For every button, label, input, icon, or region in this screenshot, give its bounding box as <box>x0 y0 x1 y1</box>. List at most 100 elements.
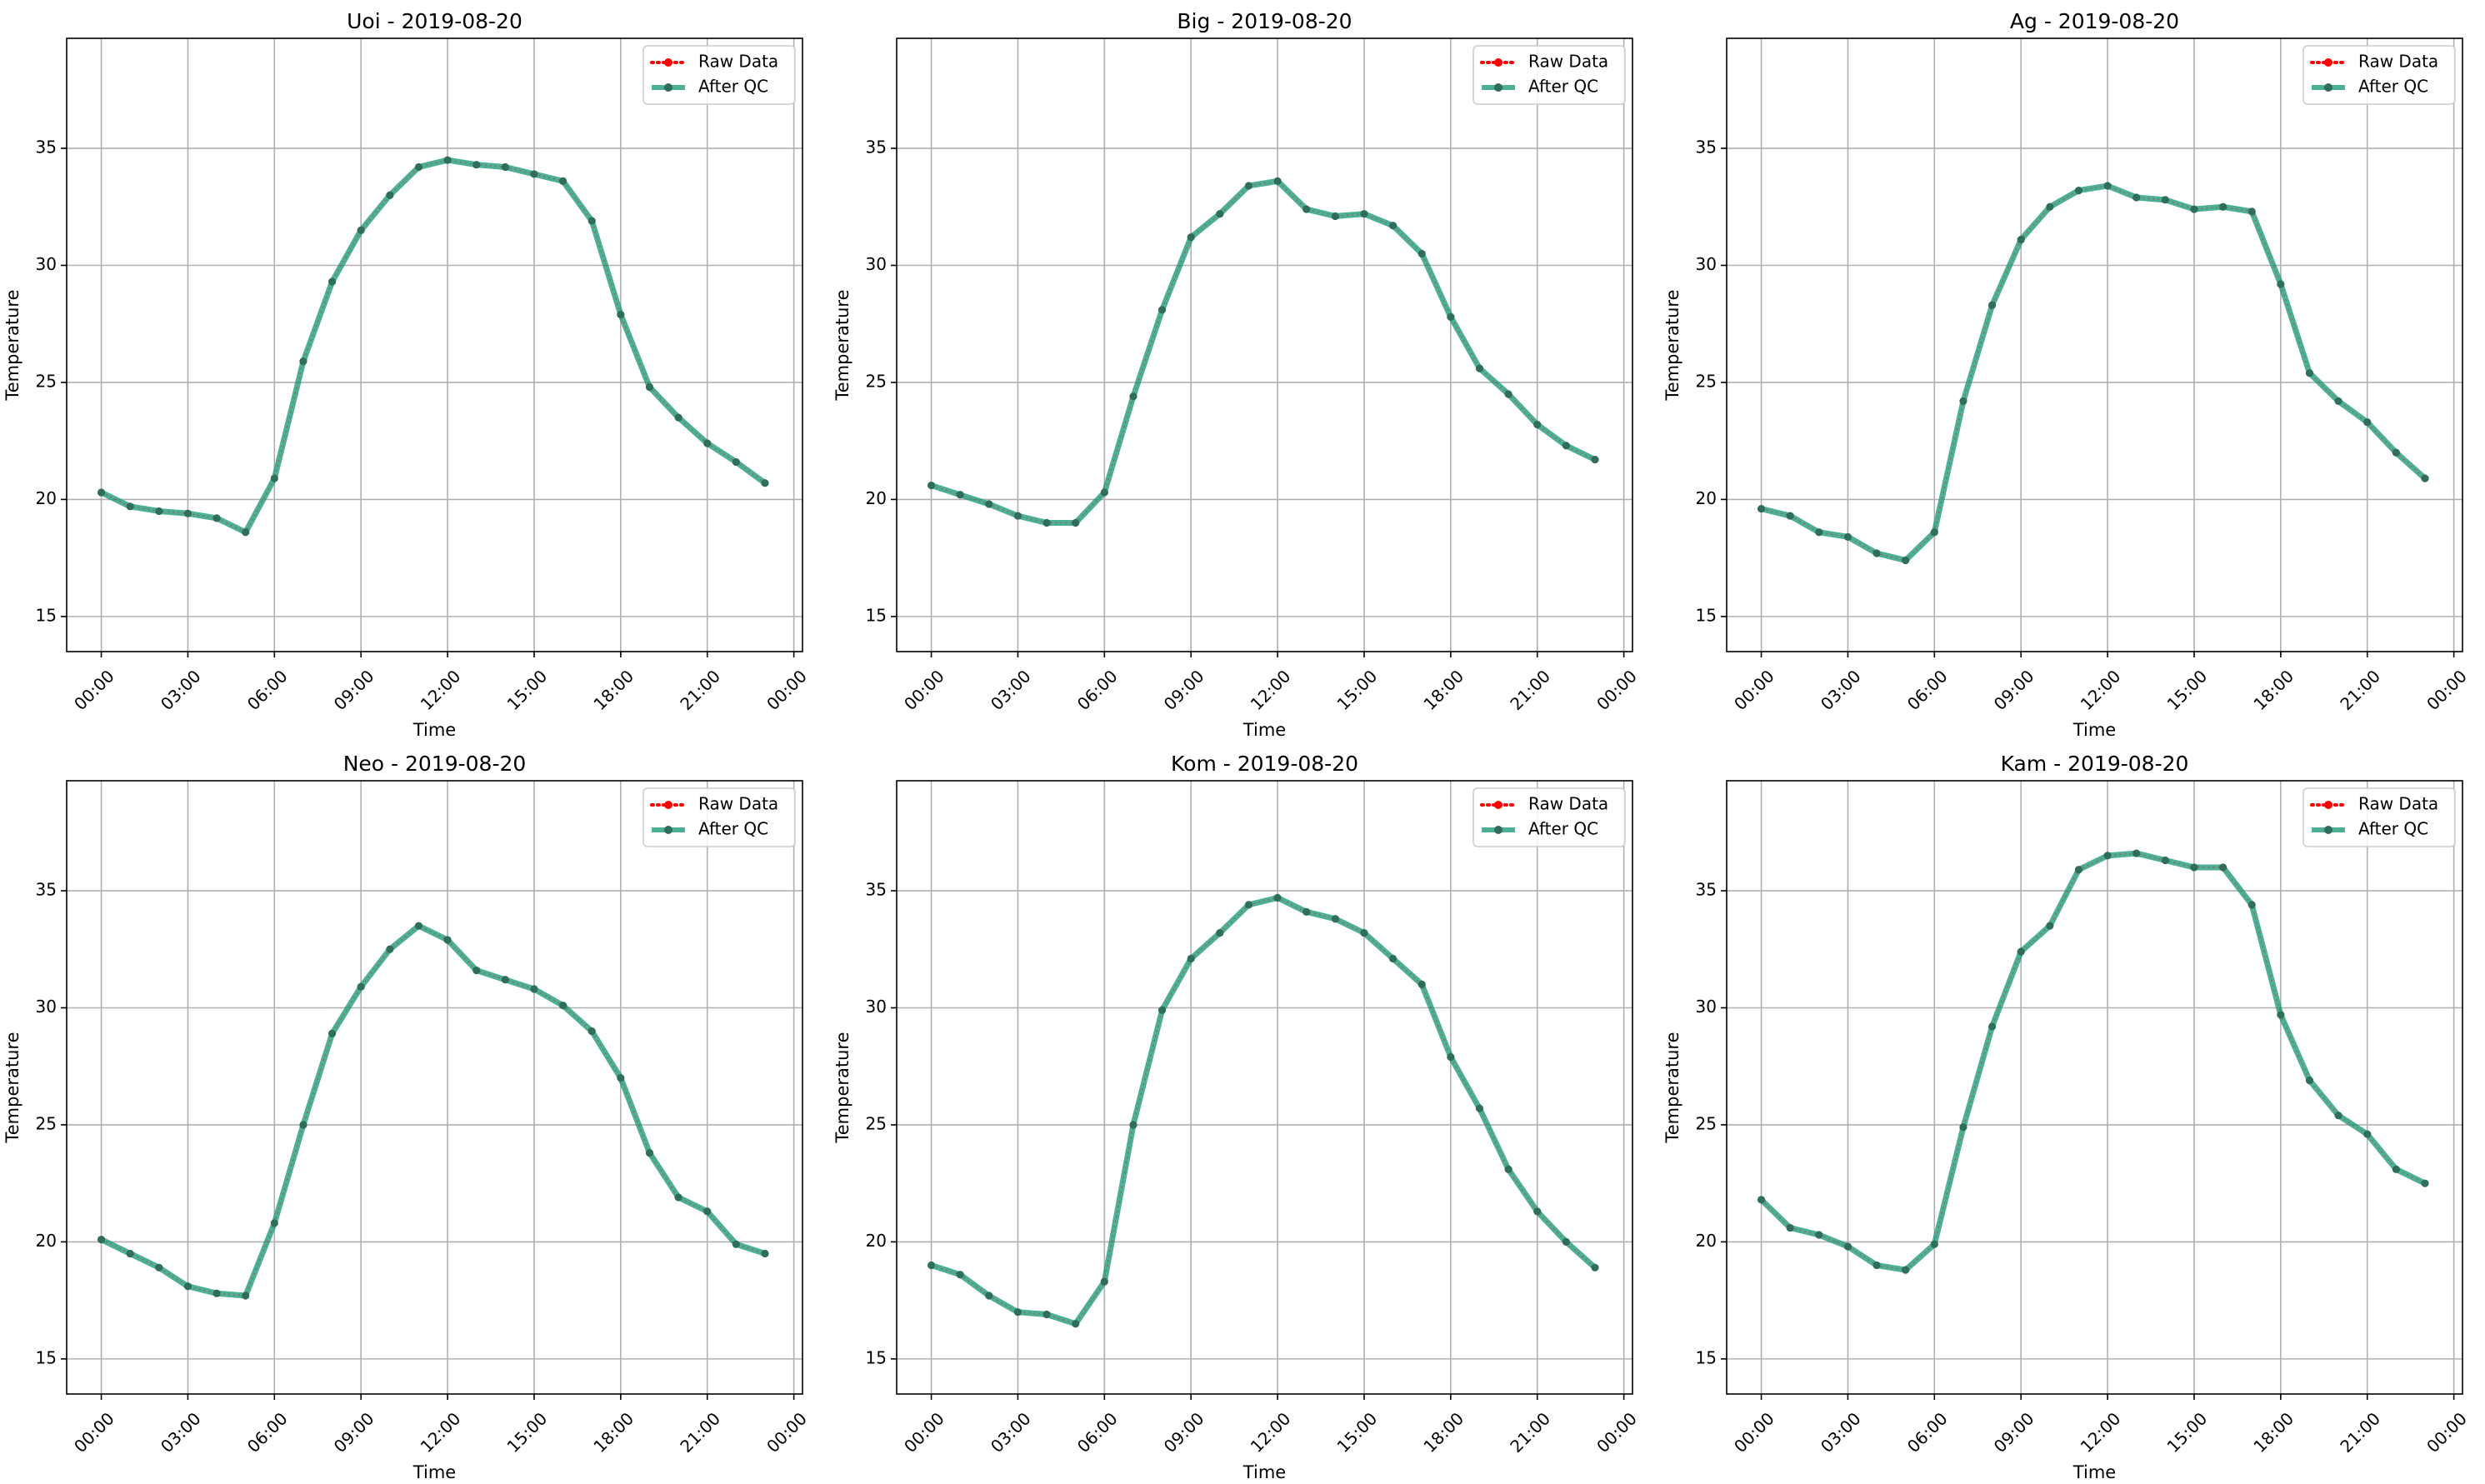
data-point <box>2421 1179 2429 1187</box>
data-point <box>443 156 452 164</box>
x-tick-label: 12:00 <box>417 1408 465 1457</box>
data-point <box>985 500 993 508</box>
data-point <box>2132 849 2141 857</box>
x-tick-label: 00:00 <box>1592 666 1641 714</box>
data-point <box>1562 1237 1570 1247</box>
data-point <box>414 162 423 172</box>
x-tick-label: 18:00 <box>2249 1408 2298 1457</box>
x-axis-label: Time <box>412 1462 456 1482</box>
y-tick-label: 15 <box>866 605 887 625</box>
data-point <box>703 439 712 447</box>
data-point <box>2363 418 2372 427</box>
data-point <box>2248 901 2256 909</box>
data-point <box>414 922 423 930</box>
data-point <box>1447 1052 1455 1062</box>
data-point <box>588 217 596 225</box>
series-line-raw-data <box>1760 852 2426 1272</box>
data-point <box>1475 364 1484 372</box>
data-point <box>2218 202 2228 211</box>
x-tick-label: 12:00 <box>1247 666 1295 714</box>
legend: Raw Data After QC <box>2302 787 2456 847</box>
legend: Raw Data After QC <box>642 787 796 847</box>
data-point <box>242 528 250 537</box>
data-point <box>2218 863 2228 872</box>
data-point <box>927 1261 936 1270</box>
data-point <box>2017 947 2025 956</box>
data-point <box>2277 280 2285 288</box>
data-point <box>270 474 278 482</box>
y-tick-label: 35 <box>866 137 887 157</box>
data-point <box>530 985 538 993</box>
data-point <box>2074 186 2083 195</box>
legend-label-after-qc: After QC <box>698 819 768 839</box>
legend-label-after-qc: After QC <box>1528 819 1598 839</box>
x-axis-label: Time <box>2072 1462 2116 1482</box>
data-point <box>1533 420 1542 429</box>
data-point <box>2046 202 2054 211</box>
x-tick-label: 06:00 <box>1903 666 1952 714</box>
data-point <box>1216 210 1224 218</box>
data-point <box>1158 306 1167 314</box>
y-axis-label: Temperature <box>1662 1032 1682 1143</box>
data-point <box>357 982 365 991</box>
data-point <box>386 191 394 199</box>
data-point <box>1013 512 1022 520</box>
data-point <box>212 514 221 522</box>
data-point <box>1072 1320 1080 1328</box>
x-tick-label: 15:00 <box>503 1408 552 1457</box>
y-tick-label: 25 <box>866 1113 887 1133</box>
series-line-raw-data <box>931 897 1596 1325</box>
y-tick-label: 25 <box>866 371 887 391</box>
data-point <box>674 413 682 422</box>
y-tick-label: 35 <box>1696 137 1717 157</box>
legend-marker-raw-data <box>1494 58 1502 67</box>
x-tick-label: 12:00 <box>1247 1408 1295 1457</box>
x-tick-label: 00:00 <box>1592 1408 1641 1457</box>
x-tick-label: 21:00 <box>1506 666 1554 714</box>
series-line-after-qc <box>98 922 768 1299</box>
x-tick-label: 00:00 <box>2422 1408 2471 1457</box>
data-point <box>183 1282 192 1291</box>
data-point <box>1591 1263 1599 1272</box>
legend: Raw Data After QC <box>2302 45 2456 105</box>
x-tick-label: 09:00 <box>330 1408 378 1457</box>
data-point <box>2074 866 2083 874</box>
series-line-after-qc <box>1758 850 2428 1273</box>
data-point <box>2305 1076 2314 1085</box>
legend-label-after-qc: After QC <box>2358 77 2428 97</box>
series-line-raw-data <box>101 159 766 533</box>
data-point <box>1244 182 1253 190</box>
y-axis-label: Temperature <box>832 1032 852 1143</box>
data-point <box>1216 928 1224 937</box>
data-point <box>126 1249 134 1258</box>
data-point <box>1786 1223 1794 1232</box>
data-point <box>1302 907 1311 916</box>
data-point <box>703 1207 712 1216</box>
data-point <box>617 310 625 319</box>
x-tick-label: 00:00 <box>2422 666 2471 714</box>
y-tick-label: 35 <box>866 880 887 900</box>
legend-marker-after-qc <box>1494 826 1502 834</box>
data-point <box>155 507 163 516</box>
x-axis-label: Time <box>2072 720 2116 740</box>
x-tick-label: 00:00 <box>900 1408 948 1457</box>
y-tick-label: 25 <box>36 1113 57 1133</box>
x-tick-label: 03:00 <box>1817 1408 1865 1457</box>
data-point <box>2334 397 2342 406</box>
data-point <box>1815 528 1823 537</box>
x-tick-label: 03:00 <box>157 1408 205 1457</box>
x-tick-label: 21:00 <box>2336 1408 2384 1457</box>
data-point <box>1930 528 1938 537</box>
legend: Raw Data After QC <box>1472 45 1626 105</box>
plot-frame <box>66 780 803 1395</box>
data-point <box>732 1240 740 1248</box>
data-point <box>1757 1196 1766 1204</box>
data-point <box>588 1027 596 1036</box>
data-point <box>501 976 509 984</box>
data-point <box>1042 1310 1051 1319</box>
chart-title: Kom - 2019-08-20 <box>1171 752 1358 776</box>
data-point <box>1129 1121 1138 1129</box>
data-point <box>2421 474 2429 482</box>
data-point <box>1562 442 1570 450</box>
x-tick-label: 12:00 <box>2077 666 2125 714</box>
